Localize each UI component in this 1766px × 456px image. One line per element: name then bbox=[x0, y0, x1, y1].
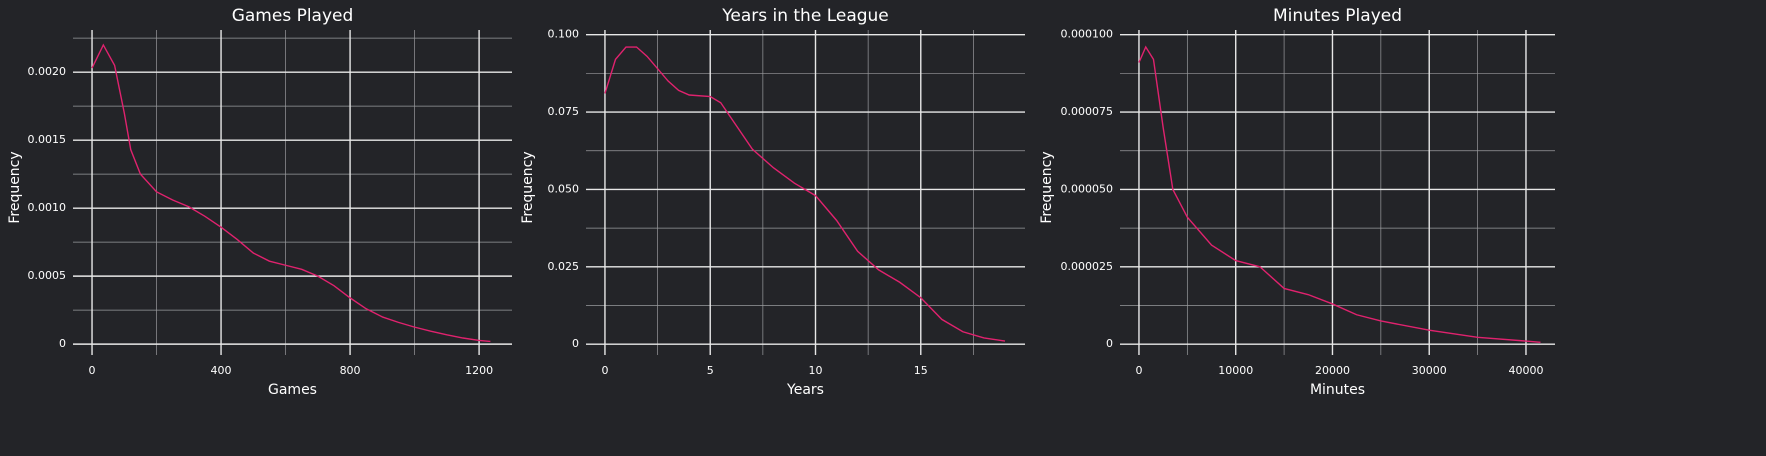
x-tick-label: 400 bbox=[211, 364, 232, 377]
x-tick-label: 1200 bbox=[465, 364, 493, 377]
y-tick-label: 0.100 bbox=[548, 28, 580, 41]
y-tick-label: 0 bbox=[59, 337, 66, 350]
x-tick-label: 30000 bbox=[1412, 364, 1447, 377]
chart-title: Minutes Played bbox=[1273, 6, 1402, 26]
y-tick-label: 0.075 bbox=[548, 105, 580, 118]
x-tick-label: 0 bbox=[89, 364, 96, 377]
y-tick-label: 0.000050 bbox=[1061, 182, 1114, 195]
y-tick-label: 0.050 bbox=[548, 182, 580, 195]
y-axis-label: Frequency bbox=[520, 151, 536, 223]
y-tick-label: 0.025 bbox=[548, 260, 580, 273]
y-axis-label: Frequency bbox=[7, 151, 23, 223]
y-tick-label: 0.0015 bbox=[28, 133, 67, 146]
x-tick-label: 40000 bbox=[1508, 364, 1543, 377]
density-line bbox=[91, 43, 491, 343]
chart-title: Games Played bbox=[232, 6, 354, 26]
y-tick-label: 0.0005 bbox=[28, 269, 67, 282]
x-axis-label: Games bbox=[268, 382, 317, 398]
x-axis-label: Years bbox=[786, 382, 824, 398]
y-tick-label: 0 bbox=[572, 337, 579, 350]
y-tick-label: 0.000075 bbox=[1061, 105, 1114, 118]
density-line bbox=[604, 46, 1006, 342]
y-tick-label: 0.000100 bbox=[1061, 28, 1114, 41]
x-tick-label: 10 bbox=[809, 364, 823, 377]
x-tick-label: 20000 bbox=[1315, 364, 1350, 377]
y-axis-label: Frequency bbox=[1039, 151, 1055, 223]
y-tick-label: 0.000025 bbox=[1061, 260, 1114, 273]
y-tick-label: 0.0010 bbox=[28, 201, 67, 214]
chart-title: Years in the League bbox=[721, 6, 889, 26]
x-tick-label: 0 bbox=[1135, 364, 1142, 377]
x-tick-label: 10000 bbox=[1218, 364, 1253, 377]
x-axis-label: Minutes bbox=[1310, 382, 1365, 398]
x-tick-label: 0 bbox=[601, 364, 608, 377]
x-tick-label: 15 bbox=[914, 364, 928, 377]
y-tick-label: 0 bbox=[1106, 337, 1113, 350]
x-tick-label: 800 bbox=[340, 364, 361, 377]
x-tick-label: 5 bbox=[707, 364, 714, 377]
density-line bbox=[1138, 45, 1541, 344]
y-tick-label: 0.0020 bbox=[28, 65, 67, 78]
